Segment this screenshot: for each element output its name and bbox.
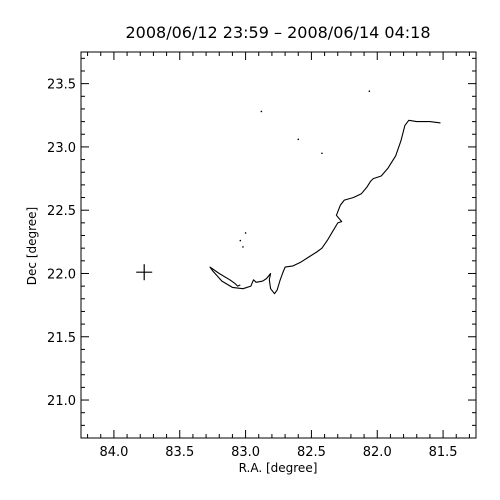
- x-tick-label: 84.0: [99, 445, 128, 460]
- y-tick-label: 22.0: [47, 267, 76, 282]
- x-axis-title: R.A. [degree]: [239, 461, 318, 475]
- trajectory-line: [209, 119, 441, 295]
- axis-ticks: [81, 52, 476, 439]
- y-axis-title: Dec [degree]: [25, 207, 39, 285]
- y-tick-label: 23.0: [47, 141, 76, 156]
- x-tick-label: 83.0: [231, 445, 260, 460]
- x-tick-label: 81.5: [429, 445, 458, 460]
- scatter-point: [368, 90, 371, 93]
- y-tick-label: 23.5: [47, 78, 76, 93]
- scatter-point: [260, 110, 263, 113]
- plot-frame: [80, 51, 477, 439]
- source-plus-marker: [136, 264, 153, 281]
- y-tick-label: 21.0: [47, 394, 76, 409]
- x-tick-label: 82.5: [297, 445, 326, 460]
- axis-tick-labels: 84.0 83.5 83.0 82.5 82.0 81.5 21.0 21.5 22.0 22.5…: [47, 78, 458, 460]
- scatter-point: [297, 138, 300, 141]
- scatter-point: [321, 152, 323, 155]
- chart-title: 2008/06/12 23:59 – 2008/06/14 04:18: [126, 23, 431, 42]
- y-tick-label: 22.5: [47, 204, 76, 219]
- scatter-point: [242, 246, 244, 248]
- x-tick-label: 83.5: [165, 445, 194, 460]
- x-tick-label: 82.0: [363, 445, 392, 460]
- plot-area: [136, 90, 441, 295]
- scatter-point: [239, 239, 242, 242]
- scatter-point: [244, 232, 247, 234]
- y-tick-label: 21.5: [47, 331, 76, 346]
